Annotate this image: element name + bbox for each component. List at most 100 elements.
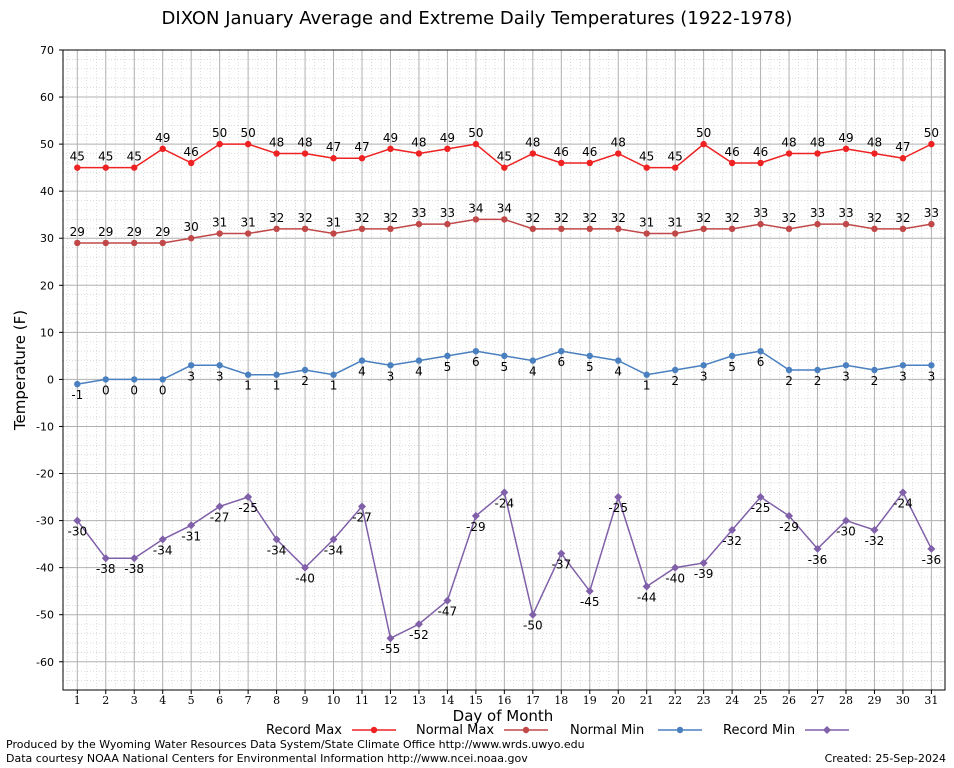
normal-min-data-label: 3 bbox=[700, 369, 708, 383]
normal-min-data-label: 4 bbox=[358, 365, 366, 379]
record-min-point bbox=[244, 493, 253, 502]
record-max-data-label: 48 bbox=[781, 136, 796, 150]
record-min-point bbox=[841, 516, 850, 525]
normal-min-point bbox=[244, 371, 252, 378]
record-min-data-label: -36 bbox=[922, 553, 942, 567]
normal-min-data-label: 4 bbox=[415, 365, 423, 379]
x-tick-label: 5 bbox=[188, 694, 195, 707]
normal-min-point bbox=[757, 347, 764, 355]
legend-marker-normal-max bbox=[522, 726, 530, 734]
normal-max-data-label: 30 bbox=[184, 220, 199, 234]
x-tick-label: 19 bbox=[583, 694, 597, 707]
normal-max-data-label: 32 bbox=[781, 211, 796, 225]
x-tick-label: 2 bbox=[102, 694, 109, 707]
y-tick-label: 30 bbox=[40, 232, 54, 245]
x-tick-label: 25 bbox=[754, 694, 768, 707]
record-max-point bbox=[871, 150, 878, 157]
record-min-point bbox=[898, 488, 907, 497]
normal-max-data-label: 33 bbox=[440, 206, 455, 220]
record-max-data-label: 45 bbox=[98, 150, 113, 164]
legend-label-record-min: Record Min bbox=[723, 723, 795, 738]
record-min-point bbox=[585, 587, 594, 596]
normal-max-data-label: 31 bbox=[326, 216, 341, 230]
x-tick-label: 15 bbox=[469, 694, 483, 707]
normal-min-point bbox=[558, 347, 565, 355]
normal-max-data-label: 32 bbox=[867, 211, 882, 225]
record-max-data-label: 46 bbox=[724, 145, 739, 159]
record-min-point bbox=[73, 516, 82, 525]
footer-credit-data-source: Data courtesy NOAA National Centers for … bbox=[6, 752, 528, 765]
record-max-data-label: 47 bbox=[326, 140, 341, 154]
y-tick-label: -60 bbox=[36, 656, 54, 669]
normal-min-point bbox=[643, 371, 650, 378]
normal-min-data-label: 3 bbox=[387, 369, 395, 383]
record-min-data-label: -29 bbox=[779, 520, 799, 534]
record-max-point bbox=[899, 155, 907, 162]
record-max-point bbox=[700, 140, 707, 148]
record-max-data-label: 46 bbox=[554, 145, 569, 159]
record-max-data-label: 50 bbox=[240, 126, 255, 140]
normal-max-data-label: 31 bbox=[668, 216, 683, 230]
normal-max-point bbox=[529, 225, 537, 233]
normal-min-point bbox=[159, 376, 166, 383]
footer-credit-producer: Produced by the Wyoming Water Resources … bbox=[6, 738, 585, 751]
normal-max-point bbox=[671, 230, 679, 237]
legend-marker-normal-min bbox=[676, 726, 684, 734]
normal-min-point bbox=[330, 371, 337, 378]
normal-max-point bbox=[643, 230, 650, 237]
normal-max-data-label: 31 bbox=[240, 216, 255, 230]
record-max-point bbox=[785, 150, 793, 157]
normal-max-data-label: 33 bbox=[838, 206, 853, 220]
x-tick-label: 24 bbox=[725, 694, 739, 707]
normal-min-point bbox=[785, 366, 793, 374]
record-min-point bbox=[130, 554, 139, 563]
normal-max-point bbox=[159, 239, 166, 247]
record-max-data-label: 46 bbox=[582, 145, 597, 159]
normal-min-data-label: 4 bbox=[529, 365, 537, 379]
record-max-data-label: 49 bbox=[838, 131, 853, 145]
normal-min-data-label: 0 bbox=[130, 383, 138, 397]
record-min-data-label: -27 bbox=[210, 510, 230, 524]
normal-max-data-label: 32 bbox=[297, 211, 312, 225]
record-min-point bbox=[500, 488, 509, 497]
record-max-point bbox=[415, 150, 423, 157]
record-max-point bbox=[273, 150, 280, 157]
record-max-point bbox=[671, 164, 679, 171]
record-max-data-label: 45 bbox=[668, 150, 683, 164]
normal-min-data-label: -1 bbox=[71, 388, 83, 402]
normal-min-data-label: 3 bbox=[842, 369, 850, 383]
record-min-data-label: -30 bbox=[67, 525, 87, 539]
normal-min-data-label: 3 bbox=[216, 369, 224, 383]
x-tick-label: 20 bbox=[611, 694, 625, 707]
normal-max-data-label: 32 bbox=[611, 211, 626, 225]
record-min-data-label: -31 bbox=[181, 529, 201, 543]
record-min-data-label: -36 bbox=[808, 553, 828, 567]
footer-created-date: Created: 25-Sep-2024 bbox=[824, 752, 946, 765]
normal-min-data-label: 5 bbox=[586, 360, 594, 374]
normal-max-point bbox=[472, 216, 480, 223]
record-max-point bbox=[586, 159, 593, 167]
record-min-data-label: -45 bbox=[580, 595, 600, 609]
record-max-data-label: 45 bbox=[70, 150, 85, 164]
chart-title: DIXON January Average and Extreme Daily … bbox=[161, 8, 793, 29]
y-tick-label: -20 bbox=[36, 468, 54, 481]
legend-marker-record-min bbox=[823, 726, 831, 734]
x-tick-label: 8 bbox=[273, 694, 280, 707]
normal-min-point bbox=[102, 376, 109, 383]
normal-min-point bbox=[871, 366, 878, 374]
normal-max-point bbox=[928, 220, 935, 228]
x-tick-label: 22 bbox=[668, 694, 682, 707]
record-min-data-label: -32 bbox=[865, 534, 885, 548]
y-tick-label: -40 bbox=[36, 562, 54, 575]
normal-min-data-label: 5 bbox=[444, 360, 452, 374]
record-max-data-label: 45 bbox=[127, 150, 142, 164]
normal-max-point bbox=[74, 239, 81, 247]
record-max-point bbox=[131, 164, 138, 171]
normal-min-point bbox=[586, 352, 593, 360]
x-tick-label: 28 bbox=[839, 694, 853, 707]
normal-min-point bbox=[301, 366, 309, 374]
record-min-point bbox=[101, 554, 110, 563]
normal-min-point bbox=[501, 352, 508, 360]
record-min-data-label: -27 bbox=[352, 510, 372, 524]
